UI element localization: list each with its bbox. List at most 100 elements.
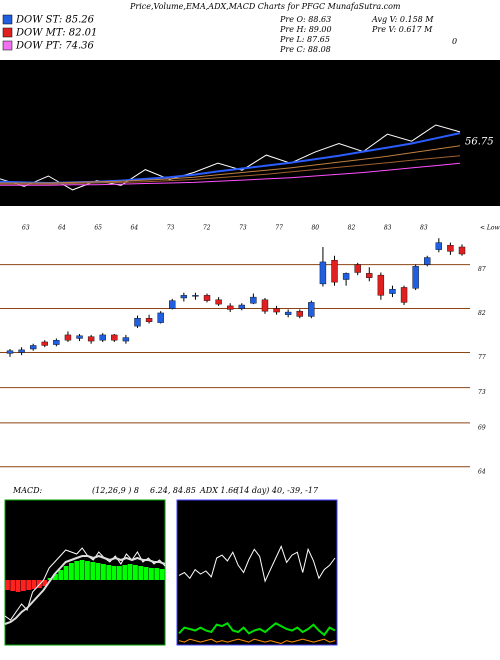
stat: Pre L: 87.65 (279, 35, 330, 44)
histogram-bar (79, 560, 85, 580)
panel (176, 499, 338, 646)
histogram-bar (42, 580, 48, 586)
y-tick-label: 69 (478, 424, 486, 431)
top-label: 90 (450, 65, 458, 72)
candle-body (366, 273, 373, 278)
histogram-bar (69, 563, 74, 580)
candle-body (296, 310, 303, 317)
candle-body (447, 245, 454, 252)
candle-body (389, 288, 396, 294)
candle-body (308, 302, 315, 317)
candle-body (169, 300, 176, 309)
top-label: 83 (333, 65, 341, 72)
stat: Avg V: 0.158 M (371, 15, 434, 24)
adx-line (178, 545, 336, 583)
candle-body (122, 337, 130, 342)
legend-swatch (2, 40, 13, 51)
legend-label: DOW PT: 74.36 (15, 41, 95, 52)
candle-body (76, 335, 83, 339)
top-label: 83 (420, 225, 428, 232)
top-tag: < Vega (480, 65, 500, 72)
histogram-bar (149, 568, 154, 580)
candle-body (111, 334, 118, 341)
candle-body (400, 287, 408, 303)
top-label: 63 (22, 225, 30, 232)
candle-body (215, 299, 222, 305)
top-label: 77 (275, 225, 283, 232)
ema-line (0, 145, 461, 184)
candle-body (99, 334, 106, 341)
stat: Pre O: 88.63 (279, 15, 331, 24)
histogram-bar (58, 570, 64, 580)
histogram-bar (26, 580, 32, 590)
adx-params: (14 day) 40, -39, -17 (236, 486, 319, 495)
candle-body (412, 266, 419, 289)
top-label: 73 (239, 225, 247, 232)
top-label: 75 (216, 65, 224, 72)
histogram-bar (74, 561, 80, 580)
macd-params: (12,26,9 ) 8 (92, 486, 139, 495)
stat: 0 (452, 37, 457, 46)
legend-label: DOW ST: 85.26 (15, 15, 95, 26)
top-label: 65 (70, 65, 78, 72)
top-label: 82 (348, 225, 356, 232)
candle-body (435, 242, 443, 250)
ema-line (0, 155, 461, 185)
top-label: 73 (275, 65, 283, 72)
top-label: 84 (362, 65, 370, 72)
histogram-bar (127, 564, 133, 580)
histogram-bar (85, 561, 90, 580)
candle-body (319, 261, 327, 285)
histogram-bar (122, 565, 128, 580)
histogram-bar (31, 580, 37, 589)
top-label: 65 (100, 65, 108, 72)
top-label: 65 (41, 65, 49, 72)
top-label: 80 (304, 65, 312, 72)
histogram-bar (15, 580, 21, 592)
histogram-bar (53, 574, 58, 580)
top-label: 86 (392, 65, 400, 72)
candle-body (180, 295, 188, 299)
candle-body (64, 334, 72, 341)
legend-label: DOW MT: 82.01 (15, 28, 97, 39)
histogram-bar (143, 567, 149, 580)
candle-body (157, 312, 164, 323)
candle-body (192, 295, 199, 297)
top-label: 85 (421, 65, 429, 72)
top-label: 65 (94, 225, 102, 232)
candle-body (377, 274, 385, 296)
histogram-bar (101, 564, 106, 580)
top-label: 80 (311, 225, 319, 232)
candle-body (6, 350, 14, 354)
adx-title: ADX 1.66 (199, 486, 238, 495)
candle-body (458, 246, 466, 255)
top-label: 64 (131, 225, 139, 232)
candle-body (134, 318, 141, 327)
candle-body (145, 318, 153, 322)
histogram-bar (95, 563, 101, 580)
panel (0, 60, 500, 206)
histogram-bar (5, 580, 10, 590)
top-label: 64 (58, 225, 66, 232)
candle-body (238, 304, 245, 309)
candle-body (203, 295, 211, 301)
histogram-bar (133, 565, 138, 580)
candle-body (227, 305, 234, 310)
macd-title: MACD: (12, 486, 43, 495)
adx-line (178, 622, 336, 637)
histogram-bar (21, 580, 26, 591)
top-label: 83 (384, 225, 392, 232)
top-label: 72 (158, 65, 166, 72)
top-label: 72 (246, 65, 254, 72)
top-tag: < Lowes (480, 225, 500, 232)
candle-body (354, 264, 361, 273)
histogram-bar (159, 569, 165, 580)
histogram-bar (63, 566, 69, 580)
candle-body (331, 259, 338, 283)
macd-line (4, 554, 166, 625)
legend-swatch (2, 14, 13, 25)
candle-body (250, 296, 257, 304)
top-label: 72 (187, 65, 195, 72)
end-label: 56.75 (465, 137, 494, 148)
ema-line (0, 124, 461, 191)
